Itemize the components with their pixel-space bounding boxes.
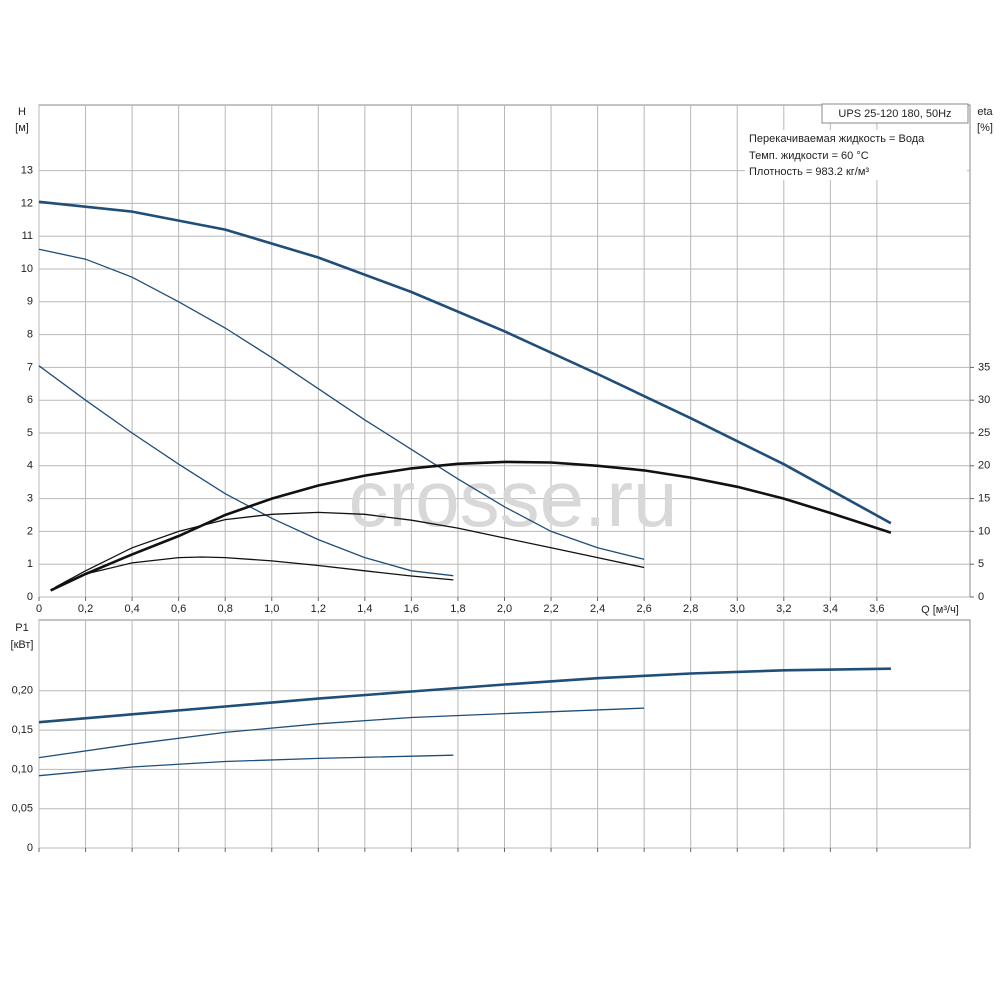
y-tick-label: 8 xyxy=(27,329,33,341)
note: Темп. жидкости = 60 °C xyxy=(749,150,869,162)
y-tick-label: 0,15 xyxy=(12,724,33,736)
note: Перекачиваемая жидкость = Вода xyxy=(749,133,925,145)
y-tick-label: 10 xyxy=(21,263,33,275)
y-tick-label: 0 xyxy=(27,842,33,854)
y2-tick-label: 5 xyxy=(978,558,984,570)
watermark: crosse.ru xyxy=(349,454,678,543)
y-tick-label: 6 xyxy=(27,394,33,406)
curve xyxy=(38,667,891,724)
curve xyxy=(38,200,892,525)
y-tick-label: 13 xyxy=(21,165,33,177)
y-axis-unit: [м] xyxy=(15,122,29,134)
x-axis-label: Q [м³/ч] xyxy=(921,604,959,616)
x-tick-label: 2,2 xyxy=(543,603,558,615)
x-tick-label: 0,4 xyxy=(124,603,139,615)
y-tick-label: 1 xyxy=(27,558,33,570)
y2-tick-label: 0 xyxy=(978,591,984,603)
x-tick-label: 1,6 xyxy=(404,603,419,615)
x-tick-label: 0 xyxy=(36,603,42,615)
y2-tick-label: 25 xyxy=(978,427,990,439)
y-tick-label: 5 xyxy=(27,427,33,439)
x-tick-label: 1,0 xyxy=(264,603,279,615)
y-axis-label: H xyxy=(18,106,26,118)
x-tick-label: 3,6 xyxy=(869,603,884,615)
y-tick-label: 2 xyxy=(27,525,33,537)
y2-tick-label: 10 xyxy=(978,525,990,537)
x-tick-label: 2,4 xyxy=(590,603,605,615)
y2-tick-label: 35 xyxy=(978,361,990,373)
y-tick-label: 0,10 xyxy=(12,763,33,775)
y-axis-unit: [кВт] xyxy=(11,639,34,651)
x-tick-label: 0,2 xyxy=(78,603,93,615)
x-tick-label: 3,2 xyxy=(776,603,791,615)
title-box xyxy=(821,103,969,124)
y-tick-label: 0,20 xyxy=(12,685,33,697)
y2-axis-label: eta xyxy=(977,106,993,118)
x-tick-label: 1,2 xyxy=(311,603,326,615)
x-tick-label: 2,0 xyxy=(497,603,512,615)
curve xyxy=(50,460,892,592)
curve xyxy=(54,511,645,588)
note: Плотность = 983.2 кг/м³ xyxy=(749,166,869,178)
x-label-box xyxy=(914,603,966,617)
x-tick-label: 1,4 xyxy=(357,603,372,615)
x-tick-label: 2,6 xyxy=(637,603,652,615)
curve xyxy=(38,707,645,759)
y-tick-label: 7 xyxy=(27,361,33,373)
y2-axis-unit: [%] xyxy=(977,122,993,134)
curve xyxy=(62,556,454,585)
y2-tick-label: 30 xyxy=(978,394,990,406)
y2-tick-label: 20 xyxy=(978,460,990,472)
curve xyxy=(38,248,645,560)
y-tick-label: 3 xyxy=(27,493,33,505)
chart-title: UPS 25-120 180, 50Hz xyxy=(838,108,951,120)
y-tick-label: 12 xyxy=(21,197,33,209)
x-tick-label: 3,4 xyxy=(823,603,838,615)
x-tick-label: 3,0 xyxy=(730,603,745,615)
y-tick-label: 9 xyxy=(27,296,33,308)
x-tick-label: 1,8 xyxy=(450,603,465,615)
y2-tick-label: 15 xyxy=(978,493,990,505)
y-tick-label: 0,05 xyxy=(12,803,33,815)
curve xyxy=(38,754,454,777)
y-tick-label: 0 xyxy=(27,591,33,603)
y-axis-label: P1 xyxy=(15,622,28,634)
note-box xyxy=(745,130,967,180)
x-tick-label: 0,6 xyxy=(171,603,186,615)
x-tick-label: 2,8 xyxy=(683,603,698,615)
x-tick-label: 0,8 xyxy=(218,603,233,615)
y-tick-label: 4 xyxy=(27,460,33,472)
y-tick-label: 11 xyxy=(22,230,33,242)
